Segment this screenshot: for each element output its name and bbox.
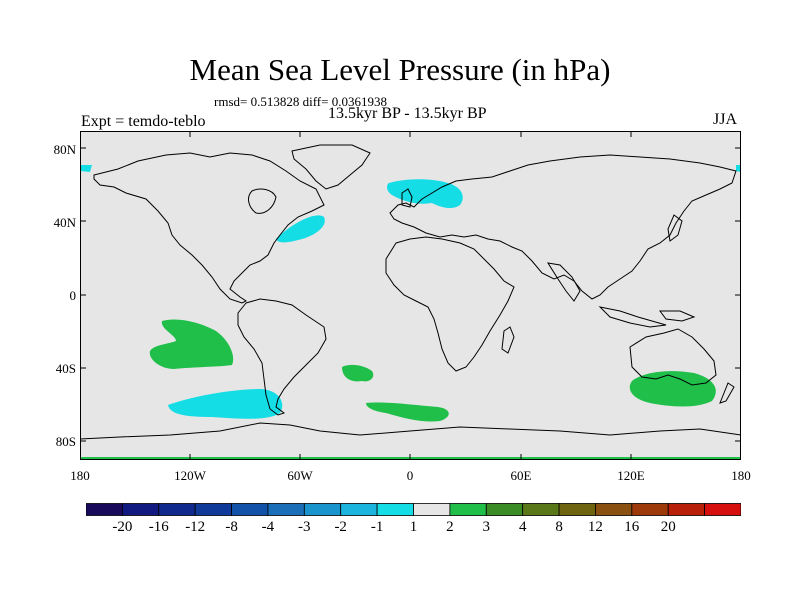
coast-indonesia [598,306,667,328]
coast-europe [389,154,737,300]
colorbar-label: 3 [482,519,491,535]
lat-tick-0: 0 [69,288,77,303]
colorbar-box [631,503,669,516]
coast-greenland [291,144,371,190]
coast-britain [401,188,413,208]
coast-south-america [237,298,327,416]
anomaly-southern-ocean-atlantic [366,402,449,422]
coast-north-america [93,152,325,304]
colorbar-label: 16 [624,519,640,535]
colorbar-label: -20 [112,519,133,535]
coast-japan [667,214,683,242]
coast-madagascar [501,326,515,354]
lon-tick-60w: 60W [287,468,313,483]
anomaly-south-atlantic [342,364,374,382]
colorbar-label: -1 [370,519,384,535]
colorbar-label: -16 [148,519,169,535]
world-map [80,131,741,460]
coastlines [80,144,741,440]
page-title: Mean Sea Level Pressure (in hPa) [189,52,611,87]
colorbar-box [267,503,305,516]
anomaly-southern-ocean-pacific [168,389,283,419]
colorbar-label: 20 [660,519,676,535]
colorbar-box [522,503,560,516]
colorbar [86,503,741,516]
lon-tick-120e: 120E [617,468,645,483]
colorbar-box [194,503,232,516]
lat-tick-80s: 80S [55,434,76,449]
anomaly-layer [80,165,741,422]
colorbar-label: -12 [185,519,206,535]
coast-australia [629,328,717,386]
colorbar-box [231,503,269,516]
anomaly-north-atlantic [276,215,325,243]
lat-tick-80n: 80N [53,142,76,157]
coast-new-guinea [659,310,696,322]
tick-marks [80,131,741,460]
colorbar-box [449,503,487,516]
colorbar-box [376,503,414,516]
colorbar-box [667,503,706,516]
season-label: JJA [713,111,738,128]
lon-tick-180w: 180 [70,468,90,483]
colorbar-label: 1 [409,519,418,535]
lon-tick-0: 0 [406,468,414,483]
colorbar-label: -4 [261,519,275,535]
colorbar-label: -8 [225,519,238,535]
colorbar-box [121,503,160,516]
colorbar-box [86,503,123,516]
anomaly-south-of-australia [629,371,716,407]
coast-new-zealand [719,382,735,404]
colorbar-box [158,503,196,516]
colorbar-box [558,503,596,516]
colorbar-label: -2 [334,519,347,535]
anomaly-south-pacific-east [149,319,234,369]
anomaly-arctic-west [80,165,92,172]
colorbar-label: 12 [587,519,603,535]
coast-hudson-bay [248,188,277,214]
lon-tick-60e: 60E [510,468,532,483]
colorbar-label: 4 [518,519,527,535]
colorbar-label: 8 [555,519,563,535]
stats-label: rmsd= 0.513828 diff= 0.0361938 [214,94,387,109]
colorbar-box [413,503,451,516]
coast-india [546,262,581,302]
lon-tick-180e: 180 [731,468,751,483]
lat-tick-40n: 40N [53,215,76,230]
anomaly-arctic-east [736,165,741,172]
lat-tick-40s: 40S [55,361,76,376]
coast-antarctica [80,422,741,440]
colorbar-box [704,503,741,516]
lon-tick-120w: 120W [174,468,206,483]
colorbar-box [303,503,342,516]
period-label: 13.5kyr BP - 13.5kyr BP [328,105,487,122]
experiment-label: Expt = temdo-teblo [81,113,206,130]
coast-africa [385,236,515,372]
colorbar-label: -3 [298,519,311,535]
colorbar-label: 2 [446,519,454,535]
colorbar-box [595,503,633,516]
colorbar-box [340,503,378,516]
colorbar-box [485,503,524,516]
